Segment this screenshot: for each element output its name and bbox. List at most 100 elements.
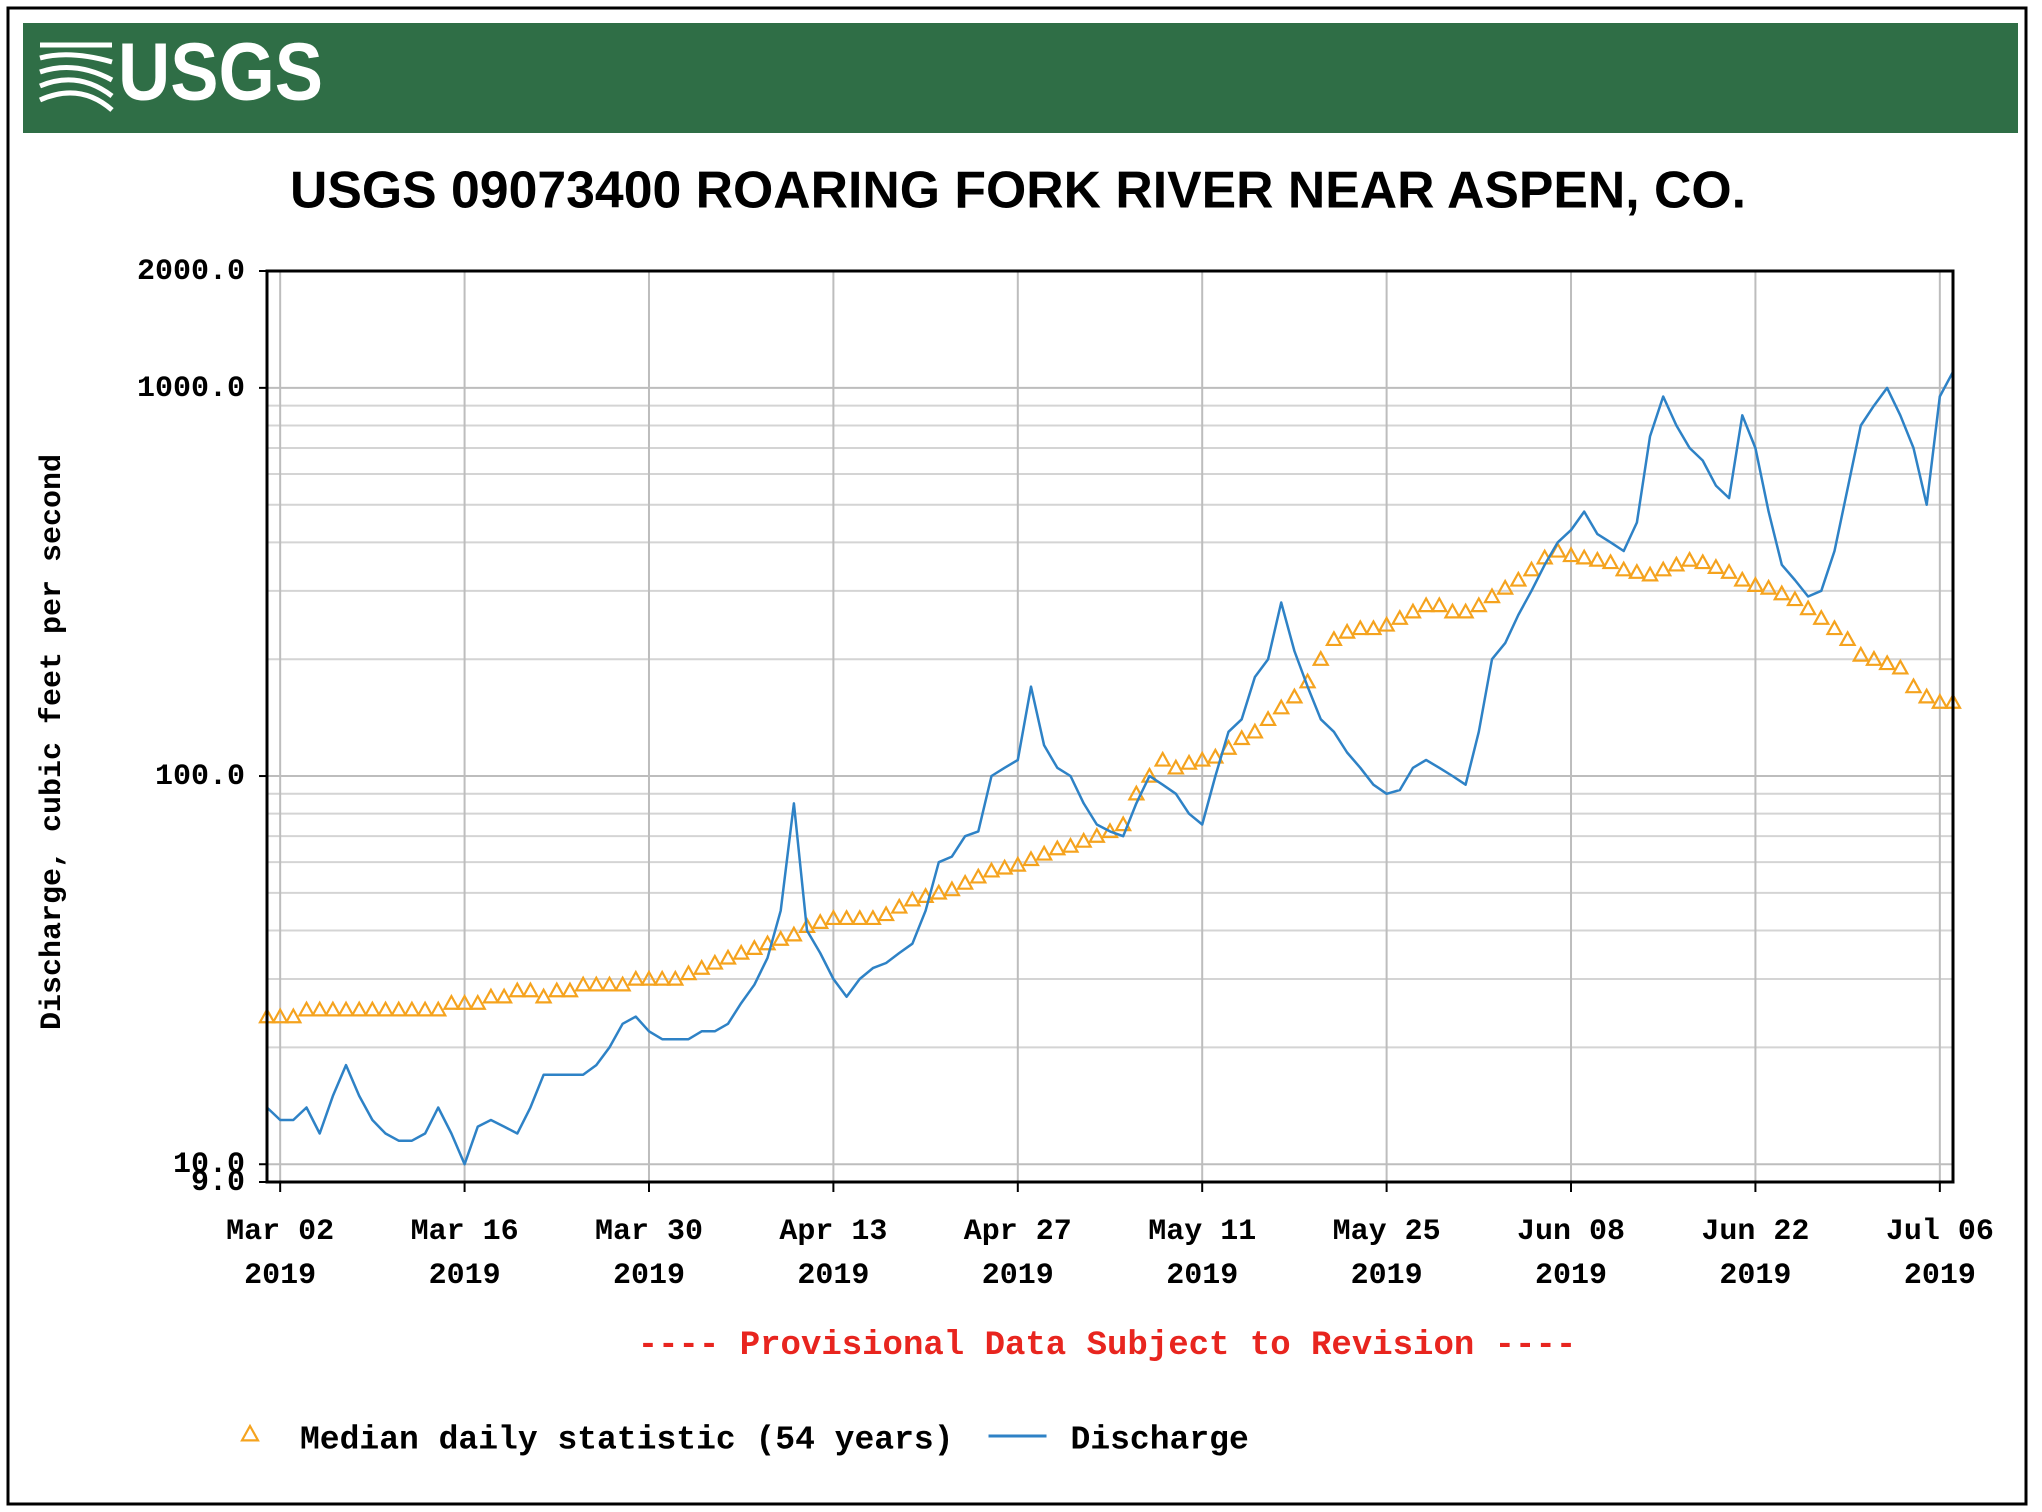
median-marker bbox=[1930, 692, 1949, 709]
legend-label: Discharge bbox=[1071, 1422, 1249, 1459]
x-tick-label: Mar 02 2019 bbox=[226, 1215, 335, 1293]
median-marker bbox=[1575, 548, 1594, 565]
median-marker bbox=[679, 964, 698, 981]
median-marker bbox=[468, 993, 487, 1010]
median-marker bbox=[1206, 747, 1225, 764]
y-tick-label: 9.0 bbox=[191, 1166, 245, 1200]
x-tick-label: Apr 27 2019 bbox=[963, 1215, 1072, 1293]
median-marker bbox=[1628, 562, 1646, 579]
median-marker bbox=[837, 909, 856, 926]
median-marker bbox=[297, 1000, 316, 1017]
median-marker bbox=[1851, 645, 1870, 662]
x-tick-label: Mar 16 2019 bbox=[410, 1215, 519, 1293]
x-tick-label: May 11 2019 bbox=[1148, 1215, 1257, 1293]
legend-marker bbox=[240, 1423, 260, 1442]
median-marker bbox=[745, 939, 764, 955]
median-marker bbox=[1153, 750, 1172, 767]
median-marker bbox=[877, 905, 895, 922]
median-marker bbox=[1483, 587, 1501, 604]
median-marker bbox=[1311, 649, 1330, 666]
median-marker bbox=[403, 1000, 421, 1017]
median-marker bbox=[1404, 602, 1422, 619]
header-bar bbox=[23, 23, 2018, 133]
median-marker bbox=[561, 981, 579, 998]
median-marker bbox=[1917, 687, 1936, 704]
logo-text: USGS bbox=[118, 27, 323, 118]
median-marker bbox=[1680, 550, 1699, 567]
median-marker bbox=[1035, 844, 1054, 861]
median-marker bbox=[1246, 722, 1264, 739]
median-marker bbox=[547, 981, 566, 998]
median-marker bbox=[1720, 562, 1738, 579]
median-marker bbox=[1351, 619, 1370, 636]
y-axis-label: Discharge, cubic feet per second bbox=[36, 454, 70, 1030]
median-marker bbox=[640, 969, 658, 986]
median-marker bbox=[811, 913, 830, 929]
median-marker bbox=[508, 981, 527, 998]
median-marker bbox=[1166, 758, 1185, 775]
legend-label: Median daily statistic (54 years) bbox=[300, 1422, 954, 1459]
median-marker bbox=[824, 909, 843, 926]
median-marker bbox=[982, 861, 1001, 878]
median-marker bbox=[719, 948, 737, 965]
median-marker bbox=[1496, 578, 1515, 595]
median-marker bbox=[850, 909, 869, 926]
median-marker bbox=[943, 880, 961, 897]
median-marker bbox=[1364, 619, 1383, 636]
median-marker bbox=[864, 909, 882, 926]
median-marker bbox=[903, 890, 922, 907]
y-tick-label: 2000.0 bbox=[137, 255, 245, 289]
median-marker bbox=[1562, 546, 1580, 563]
median-marker bbox=[284, 1007, 303, 1024]
median-marker bbox=[495, 987, 513, 1004]
median-marker bbox=[455, 993, 474, 1010]
median-marker bbox=[363, 1000, 382, 1017]
x-tick-label: Mar 30 2019 bbox=[594, 1215, 703, 1293]
median-marker bbox=[1878, 654, 1897, 671]
x-tick-label: May 25 2019 bbox=[1332, 1215, 1441, 1293]
x-tick-label: Jun 22 2019 bbox=[1701, 1215, 1810, 1293]
median-marker bbox=[310, 1000, 329, 1017]
median-marker bbox=[587, 975, 606, 992]
median-marker bbox=[1746, 576, 1765, 593]
median-marker bbox=[1812, 608, 1831, 625]
median-marker bbox=[1193, 750, 1212, 767]
median-marker bbox=[1048, 839, 1067, 856]
y-tick-label: 10.0 bbox=[173, 1148, 245, 1182]
median-marker bbox=[1509, 570, 1528, 587]
median-marker bbox=[521, 981, 540, 998]
median-marker bbox=[1641, 565, 1659, 582]
discharge-line bbox=[266, 371, 1955, 1166]
median-marker bbox=[1114, 815, 1133, 832]
median-marker bbox=[969, 867, 988, 884]
median-marker bbox=[1377, 615, 1396, 632]
median-marker bbox=[1733, 570, 1752, 587]
provisional-note: ---- Provisional Data Subject to Revisio… bbox=[638, 1327, 1577, 1365]
x-tick-label: Jun 08 2019 bbox=[1517, 1215, 1626, 1293]
median-marker bbox=[995, 858, 1014, 875]
plot-background bbox=[267, 271, 1953, 1182]
median-marker bbox=[1285, 687, 1304, 704]
median-marker bbox=[1838, 630, 1857, 647]
median-marker bbox=[1522, 560, 1541, 577]
median-marker bbox=[1232, 729, 1251, 746]
median-marker bbox=[429, 1000, 448, 1017]
median-marker bbox=[1456, 602, 1475, 619]
median-marker bbox=[323, 1000, 342, 1017]
median-marker bbox=[1891, 658, 1910, 675]
median-marker bbox=[1417, 596, 1435, 613]
median-marker bbox=[1180, 753, 1198, 770]
y-tick-label: 100.0 bbox=[155, 760, 245, 794]
logo-icon bbox=[38, 42, 114, 112]
median-marker bbox=[1786, 590, 1804, 607]
median-marker bbox=[1588, 550, 1607, 567]
median-marker bbox=[574, 975, 592, 992]
median-marker bbox=[1601, 553, 1620, 570]
median-marker bbox=[956, 873, 974, 890]
median-marker bbox=[389, 1000, 408, 1017]
chart-title: USGS 09073400 ROARING FORK RIVER NEAR AS… bbox=[290, 162, 1746, 220]
x-tick-label: Jul 06 2019 bbox=[1885, 1215, 1994, 1293]
median-marker bbox=[1390, 608, 1409, 625]
